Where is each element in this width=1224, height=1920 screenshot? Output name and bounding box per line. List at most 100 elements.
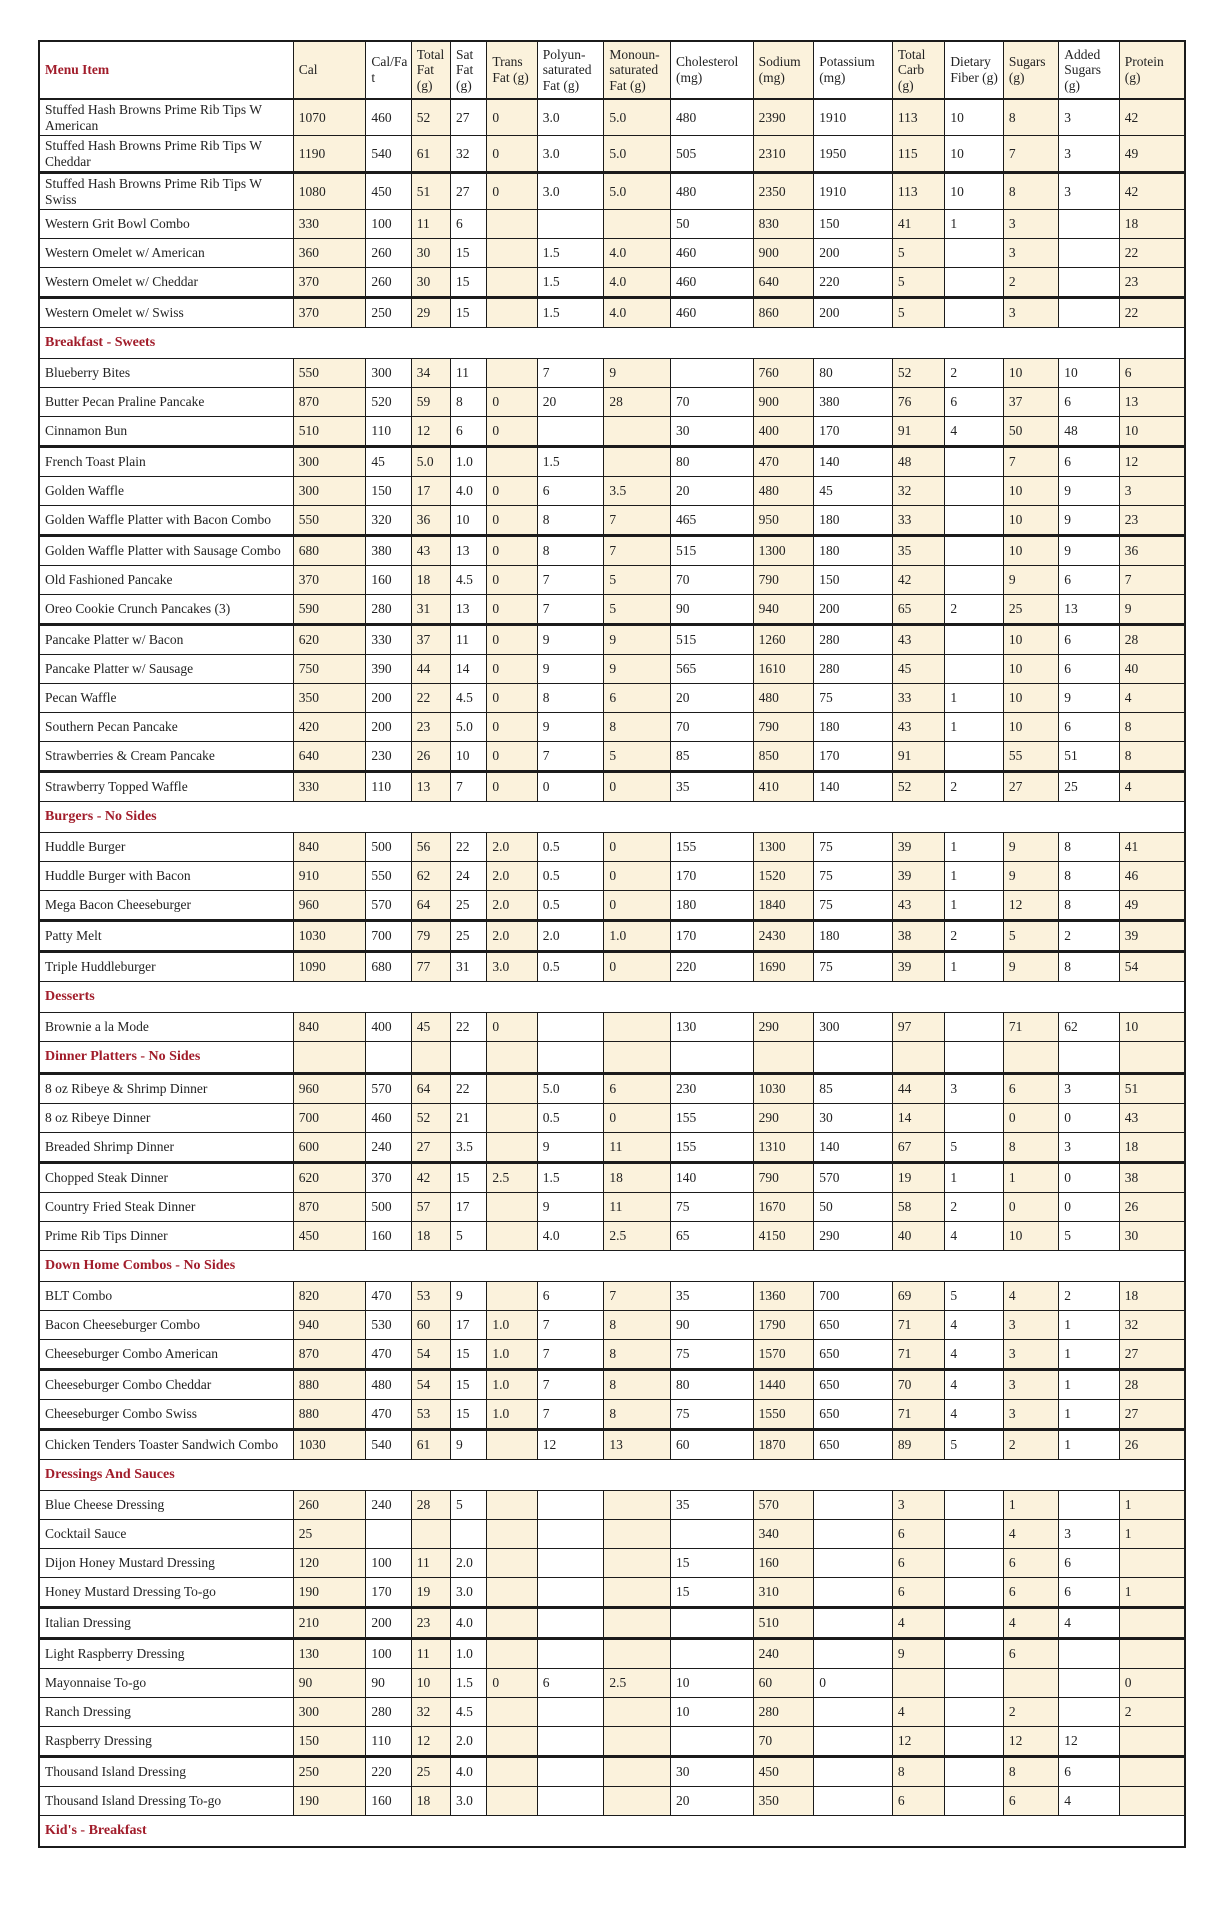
value-cell: 3 — [1002, 1368, 1060, 1401]
value-cell — [486, 1072, 538, 1105]
menu-item-cell: Butter Pecan Praline Pancake — [38, 387, 294, 418]
value-cell: 10 — [1118, 1012, 1186, 1043]
table-row: Breaded Shrimp Dinner 600 240 27 3.5 9 11 155 13… — [38, 1132, 1186, 1164]
value-cell: 960 — [292, 1072, 367, 1105]
value-cell: 870 — [292, 387, 367, 418]
value-cell: 11 — [603, 1132, 671, 1164]
value-cell: 36 — [410, 505, 452, 537]
value-cell: 8 — [1002, 98, 1060, 137]
value-cell — [1058, 1637, 1120, 1670]
value-cell: 900 — [752, 387, 815, 418]
table-row: Cheeseburger Combo Cheddar 880 480 54 15 1.0 7… — [38, 1368, 1186, 1401]
value-cell — [944, 1606, 1004, 1640]
value-cell: 51 — [1058, 741, 1120, 773]
value-cell: 31 — [450, 950, 488, 983]
value-cell: 515 — [669, 534, 754, 567]
value-cell: 54 — [410, 1339, 452, 1371]
value-cell: 60 — [752, 1668, 815, 1699]
value-cell: 4 — [944, 1399, 1004, 1431]
value-cell: 3.0 — [536, 135, 605, 174]
value-cell: 530 — [365, 1310, 412, 1341]
value-cell: 790 — [752, 712, 815, 743]
value-cell: 9 — [450, 1281, 488, 1312]
value-cell — [486, 358, 538, 389]
value-cell: 3 — [1058, 135, 1120, 174]
value-cell: 48 — [891, 445, 946, 478]
table-row: Italian Dressing 210 200 23 4.0 510 4 4 4 — [38, 1606, 1186, 1640]
value-cell: 790 — [752, 565, 815, 596]
value-cell: 25 — [450, 919, 488, 953]
value-cell: 650 — [813, 1399, 893, 1431]
value-cell: 155 — [669, 832, 754, 863]
value-cell — [944, 296, 1004, 329]
value-cell: 38 — [1118, 1161, 1186, 1194]
value-cell — [536, 1726, 605, 1758]
value-cell: 25 — [1002, 594, 1060, 626]
value-cell: 240 — [365, 1132, 412, 1164]
value-cell — [603, 1577, 671, 1609]
value-cell: 4.0 — [603, 238, 671, 269]
value-cell: 62 — [410, 861, 452, 892]
value-cell: 1 — [1058, 1310, 1120, 1341]
value-cell: 3 — [1058, 98, 1120, 137]
value-cell: 150 — [813, 565, 893, 596]
value-cell: 6 — [1118, 358, 1186, 389]
section-label: Dressings And Sauces — [38, 1459, 1186, 1492]
menu-item-cell: 8 oz Ribeye & Shrimp Dinner — [38, 1072, 294, 1105]
value-cell: 3 — [1002, 1339, 1060, 1371]
value-cell: 1.5 — [536, 1161, 605, 1194]
value-cell: 17 — [410, 476, 452, 507]
value-cell: 7 — [603, 1281, 671, 1312]
value-cell: 500 — [365, 832, 412, 863]
value-cell: 2350 — [752, 171, 815, 211]
value-cell: 5.0 — [603, 98, 671, 137]
value-cell: 480 — [669, 98, 754, 137]
value-cell: 500 — [365, 1192, 412, 1223]
value-cell: 170 — [669, 861, 754, 892]
value-cell: 0 — [486, 98, 538, 137]
value-cell: 50 — [669, 209, 754, 240]
value-cell: 91 — [891, 741, 946, 773]
table-row: Pancake Platter w/ Sausage 750 390 44 14 0 9 9 5… — [38, 654, 1186, 685]
value-cell: 39 — [891, 832, 946, 863]
value-cell: 620 — [292, 1161, 367, 1194]
value-cell: 8 — [1002, 1755, 1060, 1788]
value-cell: 2.0 — [486, 832, 538, 863]
value-cell: 67 — [891, 1132, 946, 1164]
value-cell: 17 — [450, 1192, 488, 1223]
value-cell: 940 — [292, 1310, 367, 1341]
value-cell: 1 — [944, 861, 1004, 892]
value-cell: 110 — [365, 770, 412, 803]
value-cell: 760 — [752, 358, 815, 389]
value-cell: 77 — [410, 950, 452, 983]
value-cell: 9 — [536, 1132, 605, 1164]
value-cell: 7 — [536, 358, 605, 389]
value-cell — [944, 565, 1004, 596]
menu-item-cell: Stuffed Hash Browns Prime Rib Tips W Swi… — [38, 171, 294, 211]
section-label: Down Home Combos - No Sides — [38, 1250, 1186, 1283]
value-cell: 160 — [365, 1786, 412, 1817]
value-cell: 32 — [1118, 1310, 1186, 1341]
value-cell: 15 — [450, 296, 488, 329]
value-cell: 460 — [365, 98, 412, 137]
value-cell: 1550 — [752, 1399, 815, 1431]
value-cell: 0 — [603, 861, 671, 892]
value-cell: 0 — [486, 476, 538, 507]
value-cell: 650 — [813, 1368, 893, 1401]
value-cell: 5.0 — [450, 712, 488, 743]
value-cell: 2310 — [752, 135, 815, 174]
value-cell: 9 — [1058, 476, 1120, 507]
value-cell: 8 — [891, 1755, 946, 1788]
value-cell — [813, 1490, 893, 1521]
value-cell: 7 — [603, 534, 671, 567]
value-cell: 18 — [410, 1221, 452, 1252]
menu-item-cell: Mayonnaise To-go — [38, 1668, 294, 1699]
value-cell: 4 — [891, 1606, 946, 1640]
value-cell: 250 — [292, 1755, 367, 1788]
value-cell: 3 — [1002, 1310, 1060, 1341]
value-cell — [536, 1786, 605, 1817]
value-cell: 8 — [603, 712, 671, 743]
value-cell: 550 — [292, 358, 367, 389]
value-cell: 4 — [891, 1697, 946, 1728]
value-cell: 2 — [1058, 919, 1120, 953]
